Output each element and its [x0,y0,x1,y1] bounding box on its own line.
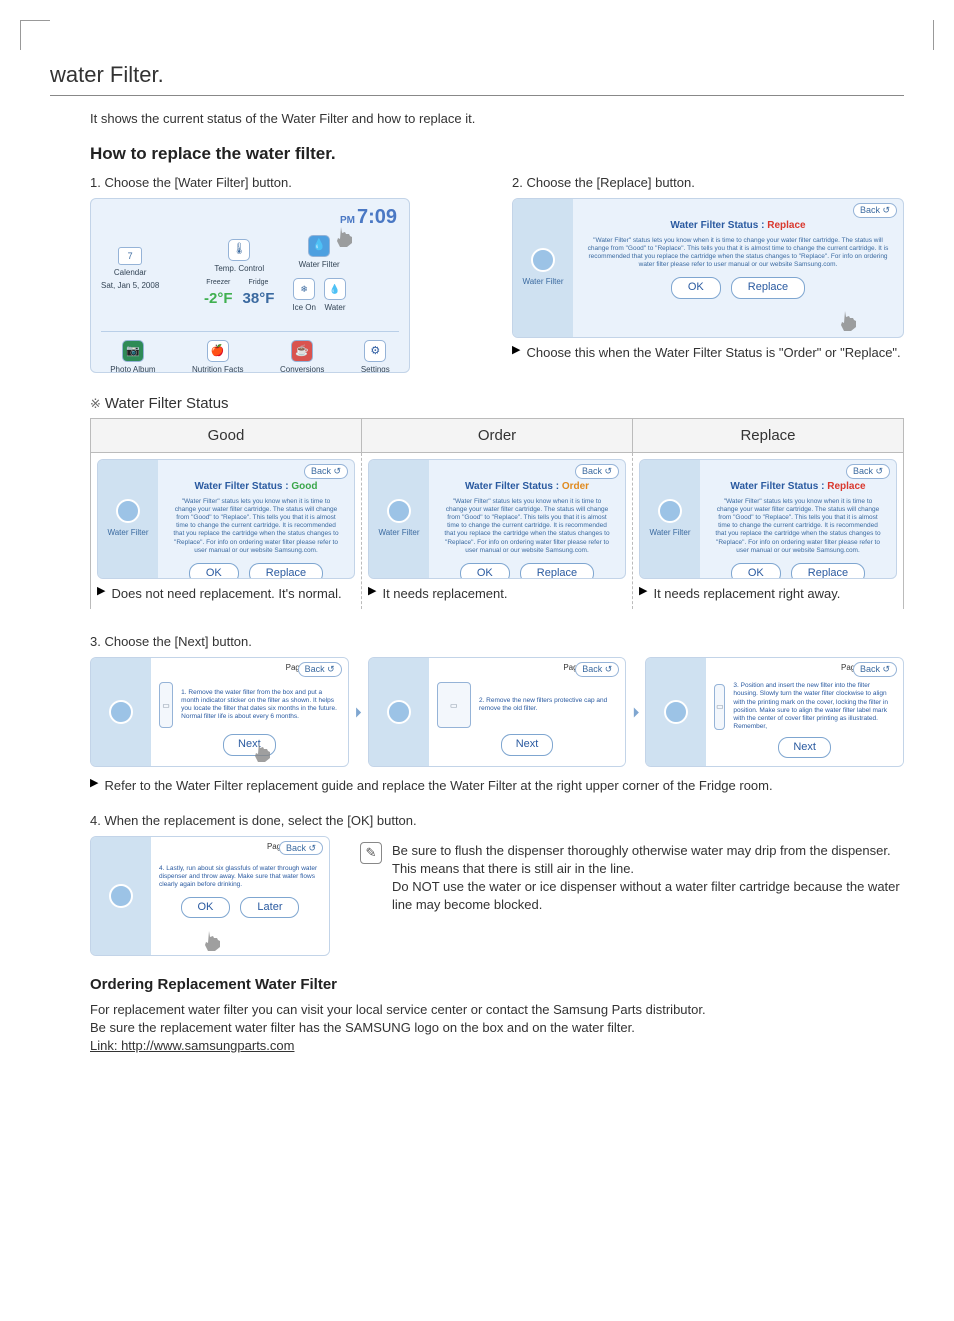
nutrition-button[interactable]: 🍎Nutrition Facts [192,340,244,373]
calendar-widget[interactable]: 7 Calendar Sat, Jan 5, 2008 [101,247,159,291]
home-screen-panel: PM7:09 7 Calendar Sat, Jan 5, 2008 🌡 Tem… [90,198,410,373]
col-order: Order [362,418,633,452]
ordering-p1: For replacement water filter you can vis… [90,1001,904,1019]
replace-button[interactable]: Replace [520,563,594,579]
filter-icon [531,248,555,272]
settings-button[interactable]: ⚙Settings [361,340,390,373]
pointer-hand-icon [199,929,223,953]
later-button[interactable]: Later [240,897,299,918]
col-good: Good [91,418,362,452]
ok-button[interactable]: OK [731,563,781,579]
guide-page-1: Page 1/4 Back ↺ ▭1. Remove the water fil… [90,657,349,767]
howto-heading: How to replace the water filter. [90,142,904,166]
note-1: Be sure to flush the dispenser thoroughl… [392,842,904,860]
step1-text: 1. Choose the [Water Filter] button. [90,174,482,192]
arrow-icon: ⏵ [632,703,639,723]
panel-sidebar: Water Filter [513,199,573,337]
intro-text: It shows the current status of the Water… [90,110,904,128]
section-title: water Filter. [50,60,904,96]
back-button[interactable]: Back ↺ [853,662,897,677]
status-title: Water Filter Status : Replace [581,219,895,233]
next-button[interactable]: Next [778,737,831,758]
caution-icon: ✎ [360,842,382,864]
back-button[interactable]: Back ↺ [298,662,342,677]
pointer-hand-icon [331,225,355,249]
guide-page-3: Page 3/4 Back ↺ ▭3. Position and insert … [645,657,904,767]
step4-text: 4. When the replacement is done, select … [90,812,904,830]
replace-button[interactable]: Replace [791,563,865,579]
replace-button[interactable]: Replace [249,563,323,579]
crop-mark [933,20,934,50]
ice-button[interactable]: ❄Ice On [292,278,316,313]
ok-button[interactable]: OK [189,563,239,579]
guide-page-4: Page 4/4 Back ↺ 4. Lastly, run about six… [90,836,330,956]
temp-control-button[interactable]: 🌡 Temp. Control Freezer-2°F Fridge38°F [204,239,274,309]
back-button[interactable]: Back ↺ [575,662,619,677]
conversions-button[interactable]: ☕Conversions [280,340,324,373]
ordering-p2: Be sure the replacement water filter has… [90,1019,904,1037]
ok-button[interactable]: OK [671,277,721,298]
crop-mark [20,20,50,50]
step2-note: ▶ Choose this when the Water Filter Stat… [512,344,904,362]
pointer-hand-icon [835,309,859,333]
good-note: Does not need replacement. It's normal. [111,585,341,603]
back-button[interactable]: Back ↺ [846,464,890,479]
arrow-icon: ⏵ [355,703,362,723]
step2-text: 2. Choose the [Replace] button. [512,174,904,192]
replace-button[interactable]: Replace [731,277,805,298]
photo-album-button[interactable]: 📷Photo Album [110,340,155,373]
step3-text: 3. Choose the [Next] button. [90,633,904,651]
status-table-heading: ※Water Filter Status [90,393,904,414]
ordering-link[interactable]: Link: http://www.samsungparts.com [90,1037,904,1055]
back-button[interactable]: Back ↺ [575,464,619,479]
order-note: It needs replacement. [382,585,507,603]
ok-button[interactable]: OK [181,897,231,918]
water-button[interactable]: 💧Water [324,278,346,313]
pointer-hand-icon [249,740,273,764]
ordering-heading: Ordering Replacement Water Filter [90,974,904,995]
status-body-text: "Water Filter" status lets you know when… [581,237,895,274]
replace-note: It needs replacement right away. [653,585,840,603]
step3-note: ▶ Refer to the Water Filter replacement … [90,777,904,795]
next-button[interactable]: Next [501,734,554,755]
ok-button[interactable]: OK [460,563,510,579]
back-button[interactable]: Back ↺ [853,203,897,218]
col-replace: Replace [633,418,904,452]
note-3: Do NOT use the water or ice dispenser wi… [392,878,904,914]
back-button[interactable]: Back ↺ [304,464,348,479]
back-button[interactable]: Back ↺ [279,841,323,856]
guide-page-2: Page 2/4 Back ↺ ▭2. Remove the new filte… [368,657,627,767]
status-table: Good Order Replace Water Filter Back ↺ W… [90,418,904,609]
replace-status-panel: Water Filter Back ↺ Water Filter Status … [512,198,904,338]
note-2: This means that there is still air in th… [392,860,904,878]
